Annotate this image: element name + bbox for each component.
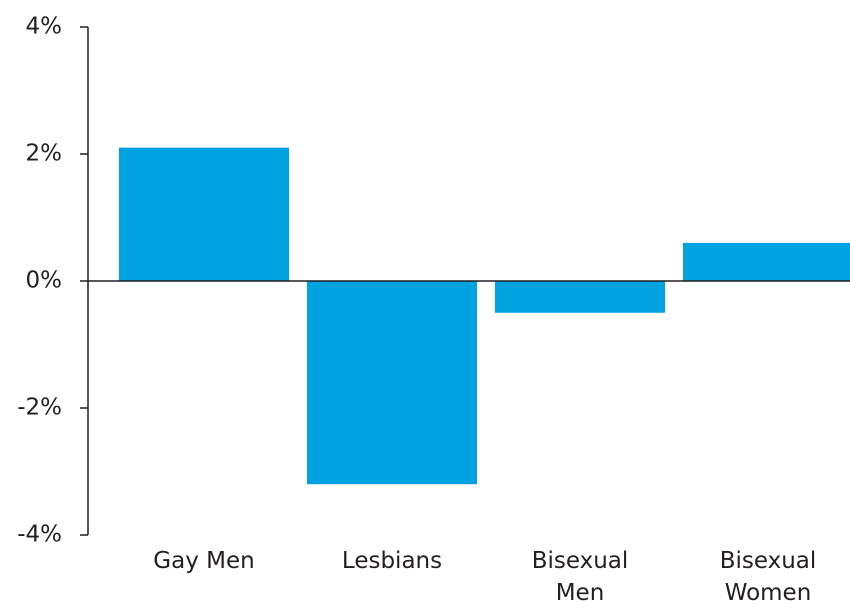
y-tick-label: 4% <box>26 14 63 40</box>
bar <box>495 281 665 313</box>
y-tick-label: 0% <box>26 268 63 294</box>
y-tick-label: -2% <box>17 395 62 421</box>
bar <box>307 281 477 485</box>
x-tick-label: Lesbians <box>341 548 443 574</box>
y-tick-label: -4% <box>17 522 62 548</box>
x-tick-label: Bisexual Women <box>719 548 817 606</box>
y-tick-label: 2% <box>26 141 63 167</box>
bar <box>119 147 289 281</box>
bar <box>683 242 850 281</box>
x-tick-label: Gay Men <box>153 548 255 574</box>
x-tick-label: Bisexual Men <box>531 548 629 606</box>
